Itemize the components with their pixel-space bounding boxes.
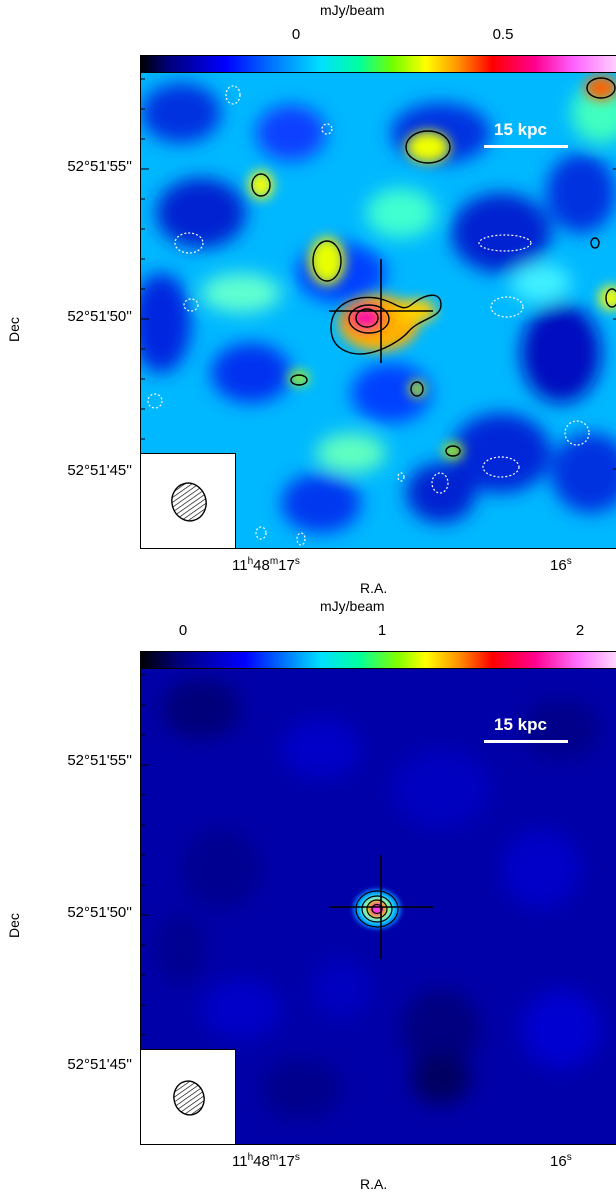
colorbar-tick-2: 2	[576, 622, 584, 639]
dec-label-55: 52°51'55''	[67, 752, 132, 769]
colorbar-title: mJy/beam	[320, 598, 385, 614]
dec-label-45: 52°51'45''	[67, 462, 132, 479]
dec-axis-title: Dec	[6, 317, 22, 342]
ra-axis-title: R.A.	[360, 580, 387, 596]
ra-label-16s: 16s	[550, 556, 572, 574]
beam-ellipse-icon	[141, 1050, 235, 1144]
dec-label-55: 52°51'55''	[67, 158, 132, 175]
ra-label-17s: 11h48m17s	[232, 1152, 300, 1170]
ra-label-16s: 16s	[550, 1152, 572, 1170]
dec-axis-title: Dec	[6, 913, 22, 938]
beam-ellipse-icon	[141, 454, 235, 548]
scale-bar-label: 15 kpc	[494, 715, 547, 735]
colorbar-tick-0-5: 0.5	[493, 26, 514, 43]
colorbar-tick-0: 0	[292, 26, 300, 43]
dec-label-50: 52°51'50''	[67, 904, 132, 921]
dec-label-45: 52°51'45''	[67, 1056, 132, 1073]
colorbar-tick-0: 0	[179, 622, 187, 639]
beam-inset-bottom	[140, 1049, 236, 1145]
colorbar-tick-1: 1	[378, 622, 386, 639]
ra-label-17s: 11h48m17s	[232, 556, 300, 574]
scale-bar-line	[484, 740, 568, 743]
colorbar-title: mJy/beam	[320, 2, 385, 18]
ra-axis-title: R.A.	[360, 1176, 387, 1192]
scale-bar-line	[484, 145, 568, 148]
scale-bar-label: 15 kpc	[494, 120, 547, 140]
dec-label-50: 52°51'50''	[67, 308, 132, 325]
beam-inset-top	[140, 453, 236, 549]
